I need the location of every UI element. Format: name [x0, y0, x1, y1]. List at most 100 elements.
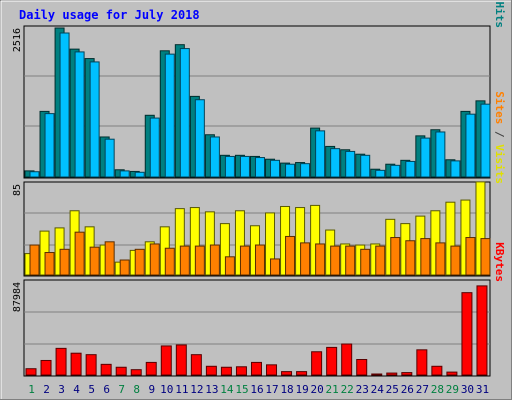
- x-label-day-13: 13: [205, 383, 218, 396]
- bar-hits-files-day-7: [119, 170, 130, 178]
- bar-kbytes-kbytes-day-26: [401, 372, 413, 376]
- x-label-day-20: 20: [311, 383, 324, 396]
- bar-visits-sites-day-7: [119, 259, 130, 276]
- x-label-day-27: 27: [416, 383, 429, 396]
- bar-kbytes-kbytes-day-22: [341, 343, 353, 376]
- bar-visits-sites-day-2: [44, 252, 55, 276]
- bar-hits-files-day-20: [315, 130, 326, 178]
- bar-visits-sites-day-3: [59, 248, 70, 276]
- bar-hits-files-day-28: [435, 131, 446, 178]
- bar-hits-files-day-16: [254, 157, 265, 178]
- bar-hits-files-day-13: [209, 136, 220, 178]
- bar-hits-files-day-11: [179, 48, 190, 178]
- bar-visits-sites-day-17: [270, 258, 281, 276]
- bar-visits-sites-day-15: [239, 245, 250, 276]
- x-label-day-29: 29: [446, 383, 459, 396]
- x-label-day-11: 11: [175, 383, 188, 396]
- x-label-day-19: 19: [295, 383, 308, 396]
- bar-kbytes-kbytes-day-28: [431, 365, 443, 376]
- bar-visits-sites-day-6: [104, 241, 115, 276]
- bar-visits-sites-day-5: [89, 246, 100, 276]
- x-label-day-8: 8: [133, 383, 140, 396]
- bar-visits-sites-day-11: [179, 245, 190, 276]
- bar-kbytes-kbytes-day-7: [115, 366, 127, 376]
- bar-kbytes-kbytes-day-16: [250, 361, 262, 376]
- panel-hits-legend: Pages / Files / Hits: [493, 0, 506, 28]
- bar-hits-files-day-29: [450, 160, 461, 178]
- x-label-day-5: 5: [88, 383, 95, 396]
- panel-hits-legend-part-3: /: [493, 0, 506, 2]
- bar-visits-sites-day-28: [435, 242, 446, 276]
- panel-kbytes-ymax-label: 87984: [12, 282, 23, 312]
- panel-kbytes-legend-part-0: KBytes: [493, 242, 506, 282]
- bar-kbytes-kbytes-day-8: [130, 369, 142, 376]
- panel-kbytes-legend: KBytes: [493, 242, 506, 282]
- bar-hits-files-day-17: [270, 159, 281, 178]
- x-label-day-22: 22: [341, 383, 354, 396]
- bar-hits-files-day-18: [285, 163, 296, 178]
- bar-hits-files-day-12: [194, 99, 205, 178]
- bar-hits-files-day-5: [89, 61, 100, 178]
- x-label-day-7: 7: [118, 383, 125, 396]
- x-label-day-21: 21: [326, 383, 339, 396]
- x-label-day-23: 23: [356, 383, 369, 396]
- panel-visits-legend: Sites / Visits: [493, 91, 506, 184]
- bar-visits-sites-day-24: [375, 245, 386, 276]
- bar-visits-sites-day-31: [480, 238, 491, 276]
- bar-hits-files-day-15: [239, 155, 250, 178]
- panel-visits: 85 Sites / Visits: [12, 91, 506, 277]
- bar-hits-files-day-8: [134, 171, 145, 178]
- bar-hits-files-day-19: [300, 163, 311, 178]
- x-label-day-12: 12: [190, 383, 203, 396]
- bar-visits-sites-day-21: [330, 245, 341, 276]
- bar-visits-sites-day-26: [405, 240, 416, 276]
- bar-kbytes-kbytes-day-15: [235, 366, 247, 376]
- bar-hits-files-day-22: [345, 150, 356, 178]
- bar-hits-files-day-2: [44, 113, 55, 178]
- bar-kbytes-kbytes-day-30: [461, 292, 473, 376]
- bar-kbytes-kbytes-day-17: [266, 364, 278, 376]
- x-label-day-16: 16: [250, 383, 263, 396]
- x-label-day-28: 28: [431, 383, 444, 396]
- x-label-day-31: 31: [476, 383, 489, 396]
- chart-panels: 2516 Pages / Files / Hits 85 Sites / Visits…: [12, 0, 506, 377]
- chart-title: Daily usage for July 2018: [19, 8, 200, 22]
- bar-visits-sites-day-12: [194, 245, 205, 276]
- bar-visits-sites-day-18: [285, 235, 296, 276]
- bar-hits-files-day-4: [74, 51, 85, 178]
- bar-hits-files-day-21: [330, 148, 341, 178]
- bar-kbytes-kbytes-day-27: [416, 349, 428, 376]
- bar-hits-files-day-6: [104, 138, 115, 178]
- bar-kbytes-kbytes-day-19: [296, 371, 308, 376]
- bar-kbytes-kbytes-day-20: [311, 351, 323, 376]
- panel-hits-legend-part-4: Hits: [493, 2, 506, 29]
- x-label-day-2: 2: [43, 383, 50, 396]
- bar-visits-sites-day-19: [300, 242, 311, 276]
- x-label-day-14: 14: [220, 383, 234, 396]
- x-label-day-30: 30: [461, 383, 474, 396]
- panel-kbytes: 87984 KBytes: [12, 242, 506, 377]
- panel-kbytes-background: [23, 279, 491, 377]
- bar-kbytes-kbytes-day-10: [160, 345, 172, 376]
- panel-visits-legend-part-0: Sites: [493, 91, 506, 124]
- bar-visits-sites-day-22: [345, 245, 356, 276]
- bar-hits-files-day-30: [465, 113, 476, 178]
- x-label-day-3: 3: [58, 383, 65, 396]
- bar-kbytes-kbytes-day-21: [326, 346, 338, 376]
- x-label-day-4: 4: [73, 383, 80, 396]
- bar-visits-sites-day-23: [360, 248, 371, 276]
- bar-hits-files-day-25: [390, 164, 401, 178]
- bar-visits-sites-day-10: [164, 247, 175, 276]
- bar-hits-files-day-14: [224, 155, 235, 178]
- bar-kbytes-kbytes-day-3: [55, 347, 67, 376]
- bar-visits-sites-day-30: [465, 237, 476, 276]
- panel-visits-legend-part-2: Visits: [493, 144, 506, 184]
- panel-hits: 2516 Pages / Files / Hits: [12, 0, 506, 179]
- x-label-day-18: 18: [280, 383, 293, 396]
- bar-hits-files-day-1: [29, 171, 40, 178]
- bar-kbytes-kbytes-day-9: [145, 361, 157, 376]
- bar-kbytes-kbytes-day-5: [85, 354, 97, 376]
- series-visits-sites: [29, 231, 491, 276]
